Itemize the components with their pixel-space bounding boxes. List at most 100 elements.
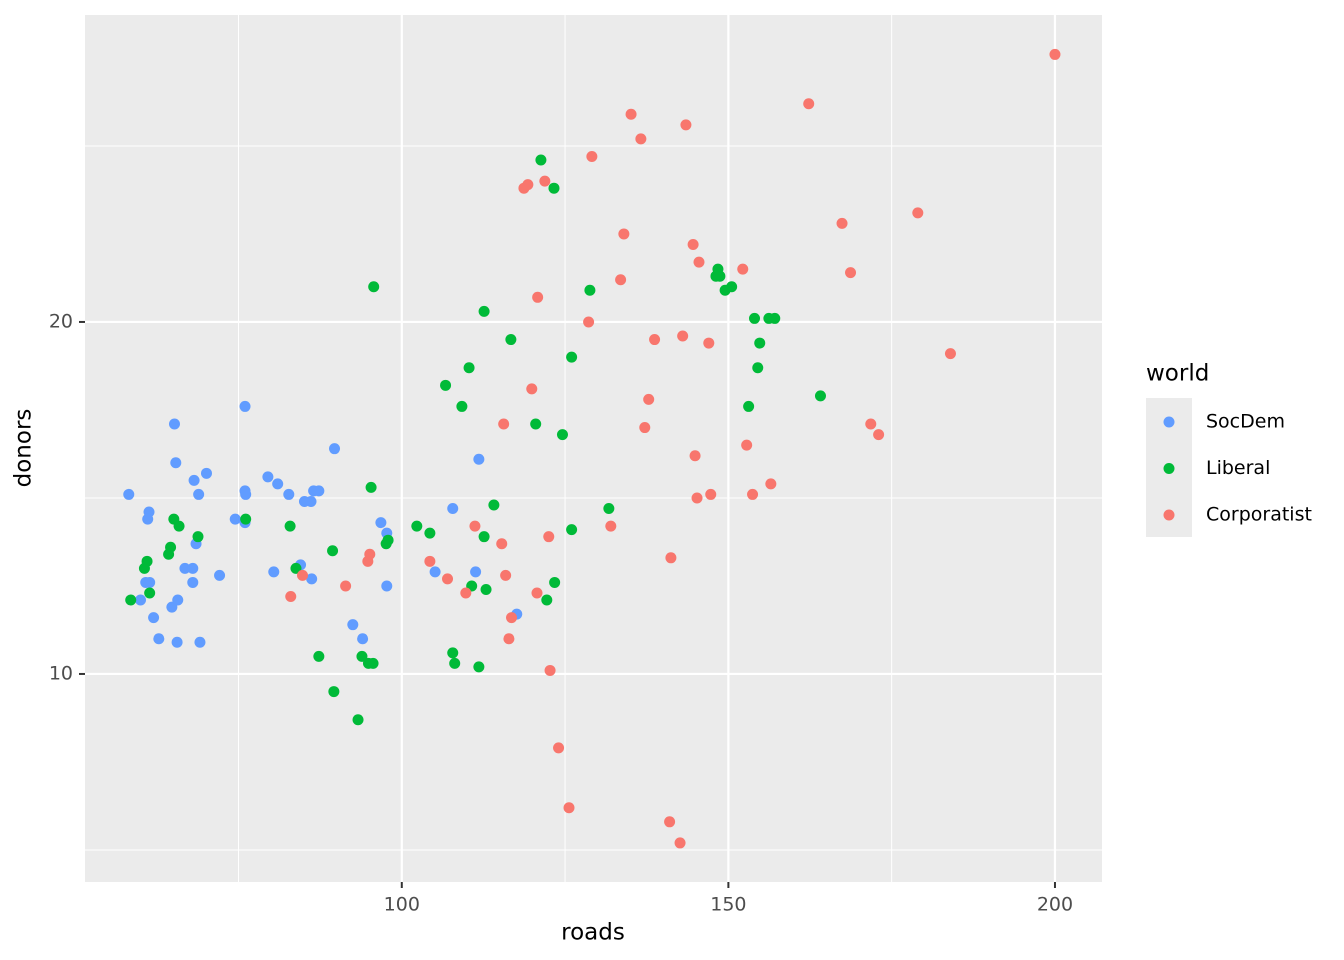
point: [188, 474, 200, 486]
point: [488, 499, 500, 511]
point: [328, 686, 340, 698]
point: [566, 351, 578, 363]
point: [664, 816, 676, 828]
point: [192, 531, 204, 543]
point: [556, 429, 568, 441]
point: [539, 175, 551, 187]
point: [603, 503, 615, 515]
point: [424, 555, 436, 567]
point: [141, 555, 153, 567]
point: [563, 802, 575, 814]
point: [548, 182, 560, 194]
point: [187, 576, 199, 588]
point: [268, 566, 280, 578]
x-axis-title: roads: [561, 920, 625, 946]
legend-key: [1163, 509, 1175, 521]
point: [305, 495, 317, 507]
point: [170, 457, 182, 469]
point: [297, 569, 309, 581]
point: [262, 471, 274, 483]
point: [473, 661, 485, 673]
point: [313, 650, 325, 662]
point: [440, 379, 452, 391]
point: [165, 541, 177, 553]
point: [503, 633, 515, 645]
point: [743, 400, 755, 412]
point: [442, 573, 454, 585]
point: [522, 179, 534, 191]
point: [123, 488, 135, 500]
point: [327, 545, 339, 557]
point: [368, 281, 380, 293]
point: [726, 281, 738, 293]
legend-key: [1163, 416, 1175, 428]
point: [544, 664, 556, 676]
point: [352, 714, 364, 726]
point: [615, 274, 627, 286]
point: [639, 422, 651, 434]
point: [845, 267, 857, 279]
point: [553, 742, 565, 754]
point: [171, 636, 183, 648]
point: [549, 576, 561, 588]
point: [447, 647, 459, 659]
point: [749, 312, 761, 324]
point: [500, 569, 512, 581]
point: [478, 531, 490, 543]
point: [814, 390, 826, 402]
legend-key: [1163, 463, 1175, 474]
point: [449, 657, 461, 669]
point: [365, 481, 377, 493]
point: [356, 650, 368, 662]
point: [865, 418, 877, 430]
point: [747, 488, 759, 500]
point: [424, 527, 436, 539]
point: [643, 393, 655, 405]
point: [480, 583, 492, 595]
y-tick-label: 20: [49, 310, 73, 332]
point: [687, 239, 699, 251]
point: [765, 478, 777, 490]
point: [873, 429, 885, 441]
point: [229, 513, 241, 525]
point: [605, 520, 617, 532]
point: [505, 334, 517, 346]
point: [142, 513, 154, 525]
point: [677, 330, 689, 342]
point: [496, 538, 508, 550]
point: [168, 418, 180, 430]
point: [411, 520, 423, 532]
point: [179, 562, 191, 574]
legend-label: SocDem: [1206, 411, 1285, 433]
point: [836, 217, 848, 229]
point: [239, 400, 251, 412]
point: [535, 154, 547, 166]
y-tick-label: 10: [49, 662, 73, 684]
point: [689, 450, 701, 462]
x-tick-label: 200: [1037, 894, 1073, 916]
point: [429, 566, 441, 578]
point: [584, 284, 596, 296]
point: [680, 119, 692, 131]
point: [272, 478, 284, 490]
x-tick-label: 150: [710, 894, 746, 916]
point: [478, 305, 490, 317]
point: [240, 513, 252, 525]
point: [173, 520, 185, 532]
point: [532, 291, 544, 303]
point: [375, 517, 387, 529]
point: [153, 633, 165, 645]
point: [306, 573, 318, 585]
point: [187, 562, 199, 574]
panel: [85, 15, 1102, 882]
point: [1049, 48, 1061, 60]
point: [586, 151, 598, 163]
point: [463, 362, 475, 374]
point: [583, 316, 595, 328]
point: [541, 594, 553, 606]
point: [769, 312, 781, 324]
point: [473, 453, 485, 465]
point: [649, 334, 661, 346]
point: [944, 348, 956, 360]
